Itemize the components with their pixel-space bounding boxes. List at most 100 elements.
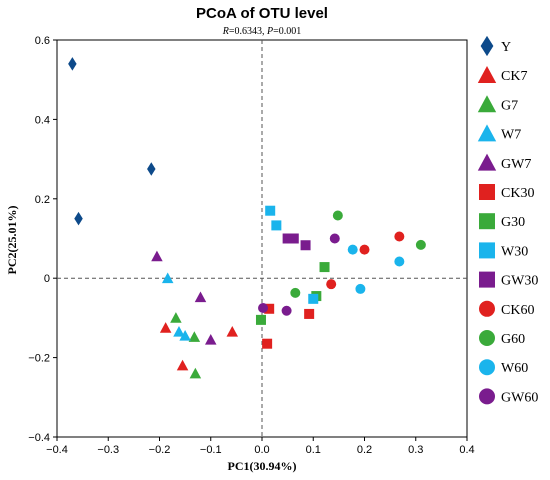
series-gw60 [258,233,340,316]
data-point [329,233,340,244]
data-point [226,326,239,337]
series-ck60 [326,231,405,290]
legend-label: G7 [501,98,518,113]
x-tick-label: 0.3 [408,444,423,456]
chart-title: PCoA of OTU level [196,5,328,22]
data-point [173,326,185,337]
series-w30 [265,205,319,304]
legend-item-ck30: CK30 [479,184,534,201]
subtitle-r-value: =0.6343, [229,26,267,37]
data-point [176,359,189,371]
legend-item-g60: G60 [479,330,525,347]
data-point [205,333,217,345]
series-y [68,57,156,226]
y-tick-label: −0.2 [28,353,50,365]
series-ck30 [262,303,315,349]
data-point [188,331,201,342]
data-point [161,272,174,284]
legend-item-gw30: GW30 [479,271,538,289]
data-point [151,250,163,262]
legend-label: W30 [501,244,528,259]
plot-area: −0.4 −0.3 −0.2 −0.1 0.0 0.1 0.2 0.3 0.4 −0.4 −0.2 0… [28,35,474,456]
legend-marker [477,95,497,113]
legend-label: G30 [501,215,525,230]
legend-label: G60 [501,332,525,347]
legend-label: GW60 [501,390,538,405]
chart-subtitle: R=0.6343, P=0.001 [222,26,302,37]
legend-marker [479,359,495,376]
data-point [159,322,172,333]
data-point [290,287,301,298]
legend-marker [479,213,495,230]
x-tick-label: −0.1 [200,444,222,456]
legend-label: CK60 [501,303,534,318]
legend-marker [479,388,495,405]
x-tick-label: 0.0 [254,444,269,456]
data-point [288,233,299,244]
legend-item-w7: W7 [477,124,521,143]
legend-item-w30: W30 [479,242,528,259]
data-point [262,338,273,349]
x-tick-label: 0.2 [357,444,372,456]
y-tick-label: 0 [44,273,50,285]
data-point [332,210,343,221]
legend-label: GW7 [501,157,531,172]
legend-item-ck60: CK60 [479,300,534,318]
subtitle-r-label: R [222,26,229,37]
data-point [189,367,202,379]
data-point [147,162,156,176]
data-point [300,240,311,251]
legend-marker [477,66,497,84]
subtitle-p-value: =0.001 [273,26,301,37]
legend: Y CK7 G7 W7 GW7 CK30 G30 W30 GW30 CK60 G60 W60 GW60 [477,35,538,405]
legend-item-g7: G7 [477,95,518,113]
data-point [264,303,275,314]
data-point [258,302,269,313]
legend-marker [477,124,497,142]
series-gw7 [151,250,217,345]
data-point [179,330,191,341]
series-g60 [290,210,426,298]
y-axis-label: PC2(25.01%) [5,206,19,275]
data-point [308,293,319,304]
y-tick-label: 0.6 [35,35,50,47]
data-point [255,314,266,325]
x-axis-label: PC1(30.94%) [228,459,297,473]
x-tick-label: −0.4 [46,444,68,456]
series-gw30 [282,233,311,251]
data-point [326,279,337,290]
legend-marker [479,330,495,346]
y-tick-label: −0.4 [28,432,50,444]
legend-item-y: Y [480,35,511,57]
data-point [68,57,77,71]
data-point [415,239,426,250]
legend-item-gw7: GW7 [477,153,531,172]
y-tick-label: 0.4 [35,114,50,126]
data-point [304,308,315,319]
data-point [74,211,83,226]
legend-marker [477,153,497,171]
legend-label: GW30 [501,274,538,289]
legend-label: W7 [501,128,521,143]
data-point [265,205,276,216]
data-point [394,231,405,242]
data-point [271,220,282,231]
x-tick-label: −0.3 [97,444,119,456]
data-point [319,262,330,273]
data-point [282,233,293,244]
legend-marker [479,271,495,288]
legend-label: CK30 [501,186,534,201]
data-point [394,256,405,267]
data-point [170,312,182,323]
data-point [355,283,366,294]
series-w60 [347,244,405,294]
legend-marker [479,242,495,259]
legend-marker [479,300,495,317]
series-g7 [170,312,202,379]
data-point [281,305,292,316]
x-tick-label: 0.1 [306,444,321,456]
data-point [347,244,358,255]
legend-item-w60: W60 [479,359,528,376]
y-tick-label: 0.2 [35,194,50,206]
